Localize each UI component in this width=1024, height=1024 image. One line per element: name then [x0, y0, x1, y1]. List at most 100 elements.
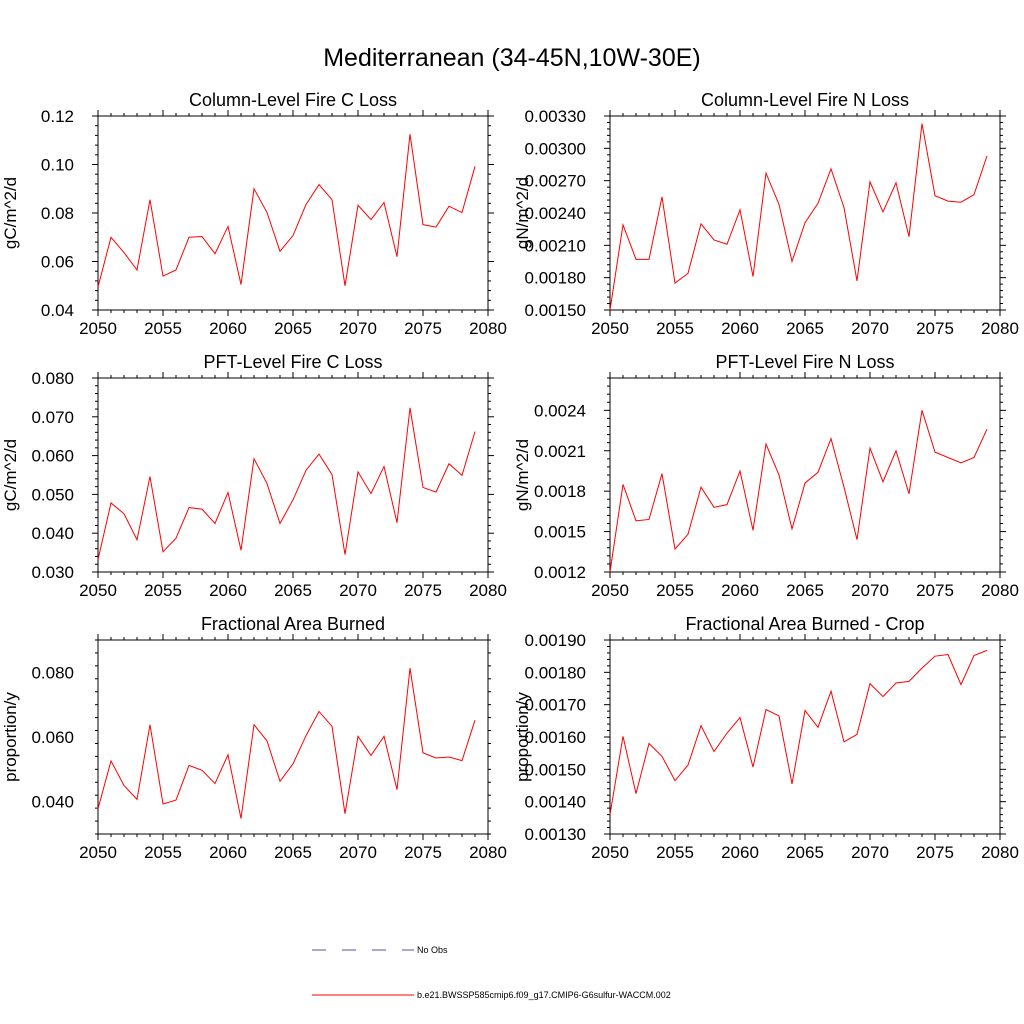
x-tick-label: 2060 [721, 581, 759, 600]
x-tick-label: 2080 [981, 319, 1019, 338]
y-tick-label: 0.0021 [534, 442, 586, 461]
x-tick-label: 2060 [209, 319, 247, 338]
x-tick-label: 2050 [591, 581, 629, 600]
series-line [97, 134, 476, 288]
x-tick-label: 2070 [851, 843, 889, 862]
y-tick-label: 0.06 [41, 253, 74, 272]
series-line [97, 407, 476, 560]
plot-frame [609, 639, 1001, 835]
x-tick-label: 2070 [339, 581, 377, 600]
x-tick-label: 2080 [981, 843, 1019, 862]
x-tick-label: 2055 [656, 581, 694, 600]
legend: No Obs b.e21.BWSSP585cmip6.f09_g17.CMIP6… [312, 945, 671, 1000]
series-line [609, 410, 988, 573]
y-tick-label: 0.050 [31, 485, 74, 504]
chart-panel-4: 2050 2055 2060 2065 2070 2075 2080 0.0012 0.0015… [513, 352, 1019, 600]
x-tick-label: 2075 [404, 843, 442, 862]
plot-frame [97, 377, 489, 573]
y-tick-label: 0.080 [31, 663, 74, 682]
x-tick-label: 2050 [79, 319, 117, 338]
y-tick-label: 0.070 [31, 408, 74, 427]
y-tick-label: 0.0015 [534, 523, 586, 542]
y-tick-label: 0.080 [31, 369, 74, 388]
figure-title: Mediterranean (34-45N,10W-30E) [323, 44, 701, 72]
panel-title: Column-Level Fire C Loss [189, 90, 397, 110]
x-tick-label: 2055 [144, 581, 182, 600]
x-tick-label: 2060 [721, 843, 759, 862]
y-tick-label: 0.030 [31, 563, 74, 582]
y-tick-label: 0.040 [31, 524, 74, 543]
y-tick-label: 0.040 [31, 793, 74, 812]
y-axis-label: proportion/y [1, 692, 20, 782]
x-tick-label: 2070 [339, 319, 377, 338]
chart-panel-1: 2050 2055 2060 2065 2070 2075 2080 0.04 0.06 0.08… [1, 90, 507, 338]
panel-title: Fractional Area Burned - Crop [685, 614, 924, 634]
x-tick-label: 2075 [916, 319, 954, 338]
x-tick-label: 2055 [656, 843, 694, 862]
y-axis-label: gC/m^2/d [1, 177, 20, 249]
y-tick-label: 0.0024 [534, 401, 586, 420]
y-tick-label: 0.12 [41, 107, 74, 126]
x-tick-label: 2060 [209, 581, 247, 600]
y-tick-label: 0.0012 [534, 563, 586, 582]
x-tick-label: 2065 [274, 319, 312, 338]
y-tick-label: 0.00180 [525, 663, 586, 682]
x-tick-label: 2060 [721, 319, 759, 338]
panel-title: PFT-Level Fire N Loss [715, 352, 894, 372]
x-tick-label: 2065 [274, 581, 312, 600]
y-tick-label: 0.060 [31, 728, 74, 747]
x-tick-label: 2050 [79, 843, 117, 862]
x-tick-label: 2070 [851, 319, 889, 338]
x-tick-label: 2080 [469, 843, 507, 862]
series-line [97, 668, 476, 819]
y-tick-label: 0.00300 [525, 139, 586, 158]
y-tick-label: 0.00240 [525, 204, 586, 223]
x-tick-label: 2055 [144, 319, 182, 338]
x-tick-label: 2080 [469, 581, 507, 600]
x-tick-label: 2070 [851, 581, 889, 600]
x-tick-label: 2075 [916, 843, 954, 862]
y-axis-label: gN/m^2/d [513, 177, 532, 249]
plot-frame [609, 115, 1001, 311]
chart-panel-2: 2050 2055 2060 2065 2070 2075 2080 0.00150 0.001… [513, 90, 1019, 338]
y-tick-label: 0.060 [31, 447, 74, 466]
y-tick-label: 0.00140 [525, 793, 586, 812]
y-tick-label: 0.00150 [525, 760, 586, 779]
panels: 2050 2055 2060 2065 2070 2075 2080 0.04 0.06 0.08… [1, 90, 1019, 862]
x-tick-label: 2055 [656, 319, 694, 338]
y-tick-label: 0.00160 [525, 728, 586, 747]
x-tick-label: 2050 [79, 581, 117, 600]
x-tick-label: 2050 [591, 843, 629, 862]
y-axis-label: proportion/y [513, 692, 532, 782]
x-tick-label: 2075 [404, 581, 442, 600]
y-axis-label: gC/m^2/d [1, 439, 20, 511]
chart-panel-6: 2050 2055 2060 2065 2070 2075 2080 0.00130 0.001… [513, 614, 1019, 862]
y-tick-label: 0.00180 [525, 269, 586, 288]
y-tick-label: 0.08 [41, 204, 74, 223]
chart-panel-5: 2050 2055 2060 2065 2070 2075 2080 0.040 0.060 0.… [1, 614, 507, 862]
y-tick-label: 0.00330 [525, 107, 586, 126]
x-tick-label: 2080 [981, 581, 1019, 600]
y-tick-label: 0.00150 [525, 301, 586, 320]
x-tick-label: 2065 [274, 843, 312, 862]
x-tick-label: 2075 [404, 319, 442, 338]
x-tick-label: 2060 [209, 843, 247, 862]
x-tick-label: 2050 [591, 319, 629, 338]
x-tick-label: 2065 [786, 843, 824, 862]
plot-frame [97, 639, 489, 835]
y-tick-label: 0.10 [41, 156, 74, 175]
legend-model-label: b.e21.BWSSP585cmip6.f09_g17.CMIP6-G6sulf… [417, 990, 671, 1000]
series-line [609, 123, 988, 311]
series-line [609, 649, 988, 815]
y-tick-label: 0.00270 [525, 172, 586, 191]
x-tick-label: 2075 [916, 581, 954, 600]
x-tick-label: 2070 [339, 843, 377, 862]
x-tick-label: 2065 [786, 319, 824, 338]
y-tick-label: 0.04 [41, 301, 74, 320]
y-tick-label: 0.0018 [534, 482, 586, 501]
x-tick-label: 2055 [144, 843, 182, 862]
plot-frame [97, 115, 489, 311]
legend-obs-label: No Obs [417, 945, 448, 955]
y-tick-label: 0.00190 [525, 631, 586, 650]
